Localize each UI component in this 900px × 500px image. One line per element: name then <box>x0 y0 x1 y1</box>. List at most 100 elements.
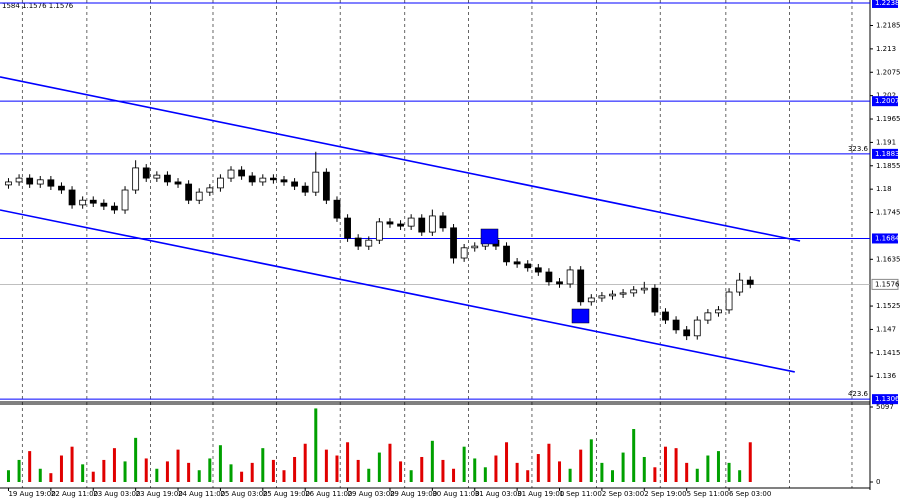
volume-bar <box>706 455 710 482</box>
volume-bar <box>621 452 625 482</box>
candle-body <box>672 319 680 331</box>
current-price-label: 1.1576 <box>875 280 900 288</box>
volume-bar <box>420 456 424 482</box>
candle-body <box>217 177 224 189</box>
level-label-box <box>872 233 898 244</box>
candle-body <box>534 267 542 273</box>
volume-bar <box>187 462 191 482</box>
volume-bar <box>748 442 752 482</box>
x-tick-label: 23 Aug 19:00 <box>136 490 183 498</box>
x-tick-label: 29 Aug 03:00 <box>348 490 395 498</box>
candle-body <box>640 287 648 291</box>
candle-body <box>397 223 404 227</box>
candle-body <box>619 292 627 295</box>
level-label: 1.2007 <box>875 97 900 105</box>
volume-bar <box>515 462 519 482</box>
x-tick-label: 30 Aug 11:00 <box>432 490 479 498</box>
candle-body <box>556 281 563 285</box>
volume-tick-label: 0 <box>876 478 880 486</box>
y-tick-label: 1.147 <box>876 325 896 333</box>
volume-bar <box>197 470 201 482</box>
x-tick-label: 23 Aug 03:00 <box>93 490 140 498</box>
volume-bar <box>367 468 371 482</box>
volume-bar <box>112 448 116 482</box>
volume-bar <box>589 439 593 482</box>
x-tick-label: 25 Aug 03:00 <box>220 490 267 498</box>
level-label: 1.1883 <box>875 150 900 158</box>
level-label-box <box>872 394 898 405</box>
volume-bar <box>240 471 244 482</box>
candle-body <box>693 319 701 337</box>
volume-bar <box>462 446 466 482</box>
volume-bar <box>271 459 275 482</box>
candle-body <box>513 261 521 265</box>
volume-bar <box>653 467 657 482</box>
y-tick-label: 1.1745 <box>876 209 900 217</box>
y-tick-label: 1.191 <box>876 138 896 146</box>
volume-bar <box>250 462 254 482</box>
candle-body <box>407 217 415 227</box>
volume-bar <box>568 468 572 482</box>
level-label: 1.2238 <box>875 0 900 7</box>
candle-body <box>354 237 362 247</box>
volume-bar <box>558 461 562 482</box>
candle-body <box>269 177 277 181</box>
volume-bar <box>695 468 699 482</box>
candle-body <box>662 311 669 321</box>
y-tick-label: 1.2075 <box>876 68 900 76</box>
volume-bar <box>91 471 95 482</box>
volume-bar <box>49 473 53 482</box>
volume-bar <box>716 451 720 482</box>
x-tick-label: 29 Aug 19:00 <box>390 490 437 498</box>
candle-body <box>26 177 34 185</box>
volume-tick-label: 5097 <box>876 403 894 411</box>
volume-bar <box>144 458 148 482</box>
candle-body <box>428 215 436 233</box>
x-tick-label: 5 Sep 11:00 <box>687 490 729 498</box>
y-tick-label: 1.202 <box>876 92 896 100</box>
level-label: 1.1684 <box>875 234 900 242</box>
volume-bar <box>494 455 498 482</box>
candle-body <box>322 171 330 201</box>
volume-bar <box>123 461 127 482</box>
x-tick-label: 2 Sep 19:00 <box>644 490 686 498</box>
volume-bar <box>377 452 381 482</box>
volume-bar <box>536 454 540 482</box>
level-label: 1.1306 <box>875 395 900 403</box>
candle-body <box>545 271 553 283</box>
y-tick-label: 1.1855 <box>876 162 900 170</box>
candle-body <box>609 293 616 297</box>
candle-body <box>587 297 595 303</box>
candle-body <box>5 181 12 186</box>
level-label-box <box>872 148 898 159</box>
candle-body <box>312 171 320 193</box>
candle-body <box>715 309 722 314</box>
volume-bar <box>505 442 509 482</box>
x-tick-label: 26 Aug 11:00 <box>305 490 352 498</box>
volume-bar <box>526 470 530 482</box>
candle-body <box>36 179 44 185</box>
x-tick-label: 19 Aug 19:00 <box>8 490 55 498</box>
candle-body <box>365 239 373 247</box>
candle-body <box>651 287 659 313</box>
volume-bar <box>176 449 180 482</box>
candle-body <box>142 167 150 179</box>
volume-bar <box>208 458 212 482</box>
candle-body <box>121 189 129 211</box>
candle-body <box>291 181 298 187</box>
volume-bar <box>579 449 583 482</box>
candle-body <box>344 217 351 239</box>
level-label-box <box>872 96 898 107</box>
y-tick-label: 1.1525 <box>876 302 900 310</box>
x-tick-label: 31 Aug 03:00 <box>475 490 522 498</box>
candle-body <box>386 221 394 225</box>
volume-bar <box>356 459 360 482</box>
x-tick-label: 2 Sep 03:00 <box>602 490 644 498</box>
volume-bar <box>59 455 63 482</box>
level-label-box <box>872 0 898 8</box>
volume-bar <box>70 446 74 482</box>
y-tick-label: 1.2185 <box>876 22 900 30</box>
volume-bar <box>282 470 286 482</box>
y-tick-label: 1.18 <box>876 185 892 193</box>
